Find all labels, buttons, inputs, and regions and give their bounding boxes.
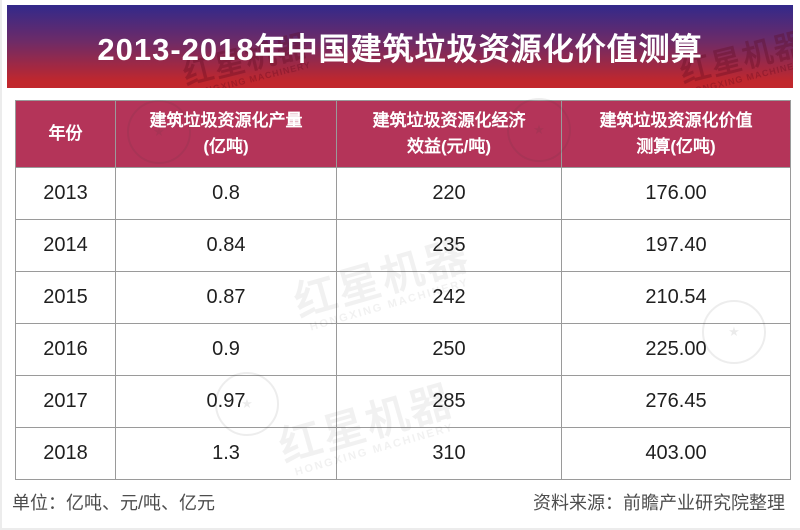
column-header-output: 建筑垃圾资源化产量 (亿吨): [115, 100, 337, 168]
cell-year: 2013: [15, 167, 116, 220]
cell-benefit: 242: [336, 271, 562, 324]
cell-output: 0.8: [115, 167, 337, 220]
header-label: 建筑垃圾资源化价值: [599, 111, 753, 130]
cell-year: 2018: [15, 427, 116, 480]
cell-output: 0.84: [115, 219, 337, 272]
header-label: 建筑垃圾资源化产量: [149, 111, 303, 130]
cell-year: 2015: [15, 271, 116, 324]
table-body: 2013 0.8 220 176.00 2014 0.84 235 197.40…: [15, 167, 791, 480]
cell-output: 0.97: [115, 375, 337, 428]
cell-year: 2017: [15, 375, 116, 428]
cell-value: 197.40: [561, 219, 791, 272]
cell-benefit: 235: [336, 219, 562, 272]
table-header-row: 年份 建筑垃圾资源化产量 (亿吨) 建筑垃圾资源化经济 效益(元/吨) 建筑垃圾…: [15, 100, 791, 168]
column-header-value: 建筑垃圾资源化价值 测算(亿吨): [561, 100, 791, 168]
header-label: (亿吨): [203, 137, 249, 156]
cell-benefit: 285: [336, 375, 562, 428]
cell-benefit: 310: [336, 427, 562, 480]
table-row: 2014 0.84 235 197.40: [15, 219, 791, 272]
column-header-benefit: 建筑垃圾资源化经济 效益(元/吨): [336, 100, 562, 168]
title-banner: 红星机器 HONGXING MACHINERY 红星机器 HONGXING MA…: [7, 5, 793, 88]
header-label: 测算(亿吨): [636, 137, 716, 156]
table-header: 年份 建筑垃圾资源化产量 (亿吨) 建筑垃圾资源化经济 效益(元/吨) 建筑垃圾…: [15, 100, 791, 168]
unit-note: 单位：亿吨、元/吨、亿元: [12, 493, 215, 513]
table-row: 2013 0.8 220 176.00: [15, 167, 791, 220]
cell-benefit: 220: [336, 167, 562, 220]
table-row: 2017 0.97 285 276.45: [15, 375, 791, 428]
table-row: 2015 0.87 242 210.54: [15, 271, 791, 324]
cell-benefit: 250: [336, 323, 562, 376]
column-header-year: 年份: [15, 100, 116, 168]
cell-value: 225.00: [561, 323, 791, 376]
cell-value: 176.00: [561, 167, 791, 220]
cell-output: 1.3: [115, 427, 337, 480]
header-label: 效益(元/吨): [406, 137, 492, 156]
header-label: 建筑垃圾资源化经济: [372, 111, 526, 130]
cell-year: 2014: [15, 219, 116, 272]
page-title: 2013-2018年中国建筑垃圾资源化价值测算: [97, 32, 703, 67]
cell-value: 403.00: [561, 427, 791, 480]
table-row: 2018 1.3 310 403.00: [15, 427, 791, 480]
cell-value: 210.54: [561, 271, 791, 324]
data-table-container: 年份 建筑垃圾资源化产量 (亿吨) 建筑垃圾资源化经济 效益(元/吨) 建筑垃圾…: [15, 100, 791, 480]
cell-year: 2016: [15, 323, 116, 376]
source-note: 资料来源：前瞻产业研究院整理: [533, 493, 785, 513]
cell-output: 0.9: [115, 323, 337, 376]
cell-value: 276.45: [561, 375, 791, 428]
cell-output: 0.87: [115, 271, 337, 324]
header-label: 年份: [48, 124, 83, 143]
footnotes: 单位：亿吨、元/吨、亿元 资料来源：前瞻产业研究院整理: [12, 489, 785, 515]
table-row: 2016 0.9 250 225.00: [15, 323, 791, 376]
data-table: 年份 建筑垃圾资源化产量 (亿吨) 建筑垃圾资源化经济 效益(元/吨) 建筑垃圾…: [15, 100, 791, 480]
